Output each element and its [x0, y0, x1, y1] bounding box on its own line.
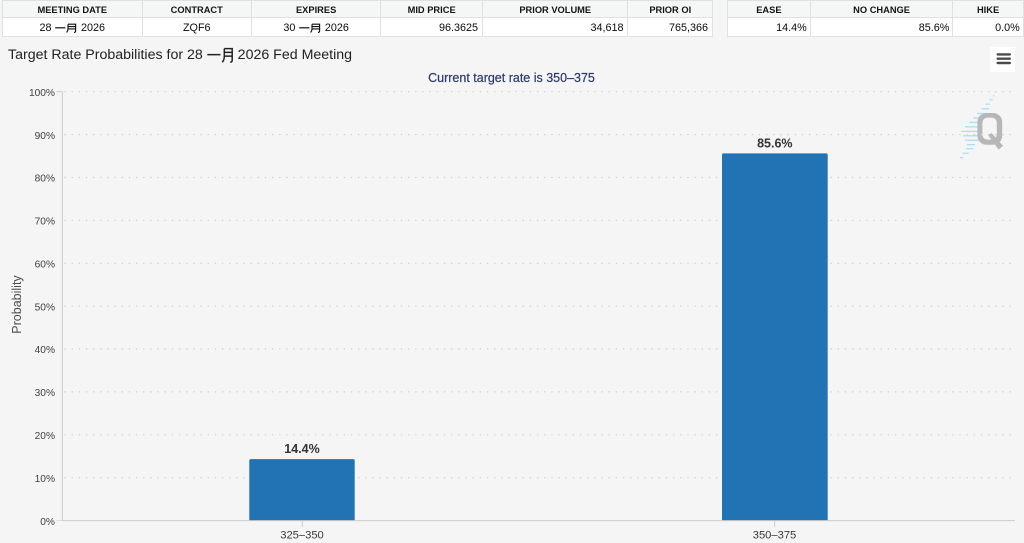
svg-text:20%: 20%: [35, 431, 55, 442]
svg-text:0%: 0%: [40, 517, 55, 528]
svg-text:70%: 70%: [35, 217, 55, 228]
svg-text:350–375: 350–375: [753, 530, 797, 542]
svg-text:10%: 10%: [35, 474, 55, 485]
svg-text:Probability: Probability: [10, 275, 24, 334]
svg-text:40%: 40%: [35, 345, 55, 356]
svg-text:14.4%: 14.4%: [284, 442, 319, 456]
svg-text:325–350: 325–350: [280, 530, 324, 542]
svg-text:85.6%: 85.6%: [757, 136, 792, 150]
svg-text:30%: 30%: [35, 388, 55, 399]
svg-text:50%: 50%: [35, 302, 55, 313]
svg-text:80%: 80%: [35, 174, 55, 185]
svg-text:90%: 90%: [35, 131, 55, 142]
svg-text:100%: 100%: [29, 88, 55, 99]
svg-text:60%: 60%: [35, 260, 55, 271]
